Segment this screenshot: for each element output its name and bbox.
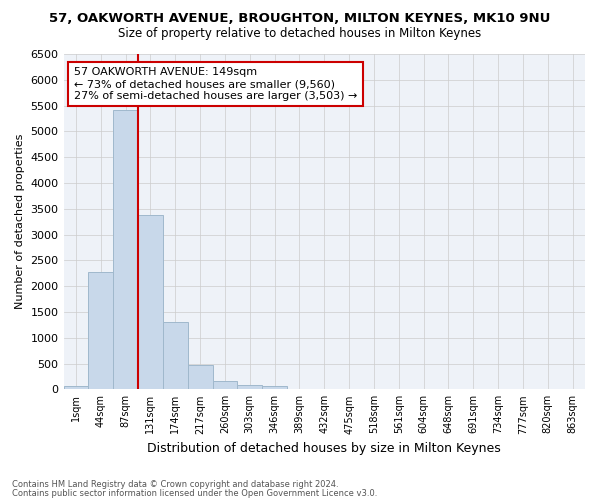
Text: 57 OAKWORTH AVENUE: 149sqm
← 73% of detached houses are smaller (9,560)
27% of s: 57 OAKWORTH AVENUE: 149sqm ← 73% of deta… [74, 68, 358, 100]
Text: 57, OAKWORTH AVENUE, BROUGHTON, MILTON KEYNES, MK10 9NU: 57, OAKWORTH AVENUE, BROUGHTON, MILTON K… [49, 12, 551, 26]
Bar [238, 384, 262, 390]
Bar [113, 110, 138, 390]
Y-axis label: Number of detached properties: Number of detached properties [15, 134, 25, 310]
Bar [262, 386, 287, 390]
Bar [138, 215, 163, 390]
Bar [163, 322, 188, 390]
Bar [88, 272, 113, 390]
Bar [188, 364, 212, 390]
Bar [64, 386, 88, 390]
Text: Size of property relative to detached houses in Milton Keynes: Size of property relative to detached ho… [118, 28, 482, 40]
X-axis label: Distribution of detached houses by size in Milton Keynes: Distribution of detached houses by size … [148, 442, 501, 455]
Bar [212, 380, 238, 390]
Text: Contains HM Land Registry data © Crown copyright and database right 2024.: Contains HM Land Registry data © Crown c… [12, 480, 338, 489]
Text: Contains public sector information licensed under the Open Government Licence v3: Contains public sector information licen… [12, 488, 377, 498]
